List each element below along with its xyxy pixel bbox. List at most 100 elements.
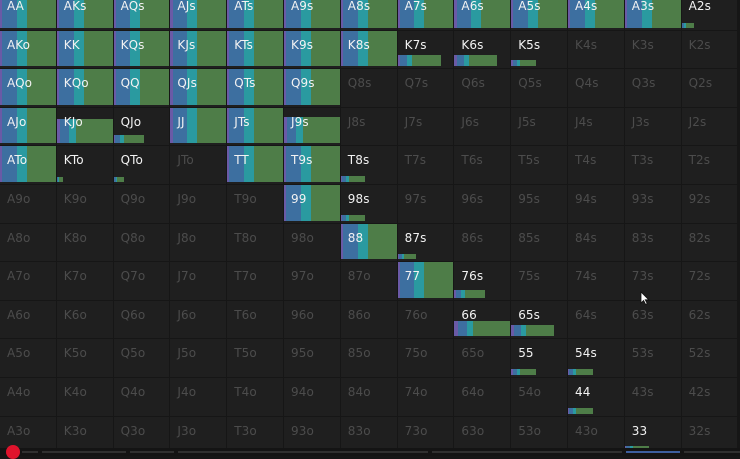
- hand-cell-K5s[interactable]: K5s: [511, 31, 568, 70]
- hand-cell-A9o[interactable]: A9o: [0, 185, 57, 224]
- hand-cell-42s[interactable]: 42s: [682, 378, 739, 417]
- scroll-slider-handle[interactable]: [6, 445, 20, 459]
- hand-cell-Q7o[interactable]: Q7o: [114, 262, 171, 301]
- hand-cell-KK[interactable]: KK: [57, 31, 114, 70]
- hand-cell-72s[interactable]: 72s: [682, 262, 739, 301]
- hand-cell-63s[interactable]: 63s: [625, 301, 682, 340]
- hand-cell-K6s[interactable]: K6s: [454, 31, 511, 70]
- hand-cell-AQo[interactable]: AQo: [0, 69, 57, 108]
- hand-cell-T8o[interactable]: T8o: [227, 224, 284, 263]
- hand-cell-K5o[interactable]: K5o: [57, 339, 114, 378]
- hand-cell-95o[interactable]: 95o: [284, 339, 341, 378]
- hand-cell-T6s[interactable]: T6s: [454, 146, 511, 185]
- hand-cell-T9s[interactable]: T9s: [284, 146, 341, 185]
- hand-cell-K8s[interactable]: K8s: [341, 31, 398, 70]
- hand-cell-A3s[interactable]: A3s: [625, 0, 682, 31]
- hand-cell-T6o[interactable]: T6o: [227, 301, 284, 340]
- hand-cell-86s[interactable]: 86s: [454, 224, 511, 263]
- hand-cell-74o[interactable]: 74o: [398, 378, 455, 417]
- hand-cell-94s[interactable]: 94s: [568, 185, 625, 224]
- hand-cell-ATo[interactable]: ATo: [0, 146, 57, 185]
- hand-cell-J8s[interactable]: J8s: [341, 108, 398, 147]
- hand-cell-65o[interactable]: 65o: [454, 339, 511, 378]
- hand-cell-55[interactable]: 55: [511, 339, 568, 378]
- hand-cell-Q9s[interactable]: Q9s: [284, 69, 341, 108]
- hand-cell-86o[interactable]: 86o: [341, 301, 398, 340]
- hand-cell-A4o[interactable]: A4o: [0, 378, 57, 417]
- hand-cell-AA[interactable]: AA: [0, 0, 57, 31]
- hand-cell-73s[interactable]: 73s: [625, 262, 682, 301]
- hand-cell-JTo[interactable]: JTo: [170, 146, 227, 185]
- hand-cell-KJo[interactable]: KJo: [57, 108, 114, 147]
- hand-cell-Q6s[interactable]: Q6s: [454, 69, 511, 108]
- hand-cell-A9s[interactable]: A9s: [284, 0, 341, 31]
- hand-cell-KTo[interactable]: KTo: [57, 146, 114, 185]
- hand-cell-KQo[interactable]: KQo: [57, 69, 114, 108]
- hand-cell-Q4s[interactable]: Q4s: [568, 69, 625, 108]
- hand-cell-T5s[interactable]: T5s: [511, 146, 568, 185]
- hand-cell-K7s[interactable]: K7s: [398, 31, 455, 70]
- hand-cell-T7o[interactable]: T7o: [227, 262, 284, 301]
- hand-cell-74s[interactable]: 74s: [568, 262, 625, 301]
- hand-cell-52s[interactable]: 52s: [682, 339, 739, 378]
- hand-cell-62s[interactable]: 62s: [682, 301, 739, 340]
- hand-cell-44[interactable]: 44: [568, 378, 625, 417]
- hand-cell-82s[interactable]: 82s: [682, 224, 739, 263]
- hand-cell-J4o[interactable]: J4o: [170, 378, 227, 417]
- hand-cell-66[interactable]: 66: [454, 301, 511, 340]
- hand-cell-K2s[interactable]: K2s: [682, 31, 739, 70]
- hand-cell-Q5s[interactable]: Q5s: [511, 69, 568, 108]
- hand-cell-95s[interactable]: 95s: [511, 185, 568, 224]
- hand-cell-64o[interactable]: 64o: [454, 378, 511, 417]
- hand-cell-J7o[interactable]: J7o: [170, 262, 227, 301]
- hand-cell-ATs[interactable]: ATs: [227, 0, 284, 31]
- hand-cell-AKo[interactable]: AKo: [0, 31, 57, 70]
- hand-cell-Q7s[interactable]: Q7s: [398, 69, 455, 108]
- hand-cell-J8o[interactable]: J8o: [170, 224, 227, 263]
- hand-cell-85o[interactable]: 85o: [341, 339, 398, 378]
- hand-cell-QTo[interactable]: QTo: [114, 146, 171, 185]
- hand-cell-J9o[interactable]: J9o: [170, 185, 227, 224]
- hand-cell-97s[interactable]: 97s: [398, 185, 455, 224]
- hand-cell-A8s[interactable]: A8s: [341, 0, 398, 31]
- hand-cell-QQ[interactable]: QQ: [114, 69, 171, 108]
- hand-cell-QJs[interactable]: QJs: [170, 69, 227, 108]
- hand-cell-A4s[interactable]: A4s: [568, 0, 625, 31]
- hand-cell-53s[interactable]: 53s: [625, 339, 682, 378]
- hand-cell-A5s[interactable]: A5s: [511, 0, 568, 31]
- hand-cell-TT[interactable]: TT: [227, 146, 284, 185]
- hand-cell-Q4o[interactable]: Q4o: [114, 378, 171, 417]
- hand-cell-J2s[interactable]: J2s: [682, 108, 739, 147]
- hand-cell-K9s[interactable]: K9s: [284, 31, 341, 70]
- hand-cell-K6o[interactable]: K6o: [57, 301, 114, 340]
- hand-cell-KTs[interactable]: KTs: [227, 31, 284, 70]
- hand-cell-K8o[interactable]: K8o: [57, 224, 114, 263]
- hand-cell-54s[interactable]: 54s: [568, 339, 625, 378]
- hand-cell-T8s[interactable]: T8s: [341, 146, 398, 185]
- hand-cell-A8o[interactable]: A8o: [0, 224, 57, 263]
- hand-cell-96o[interactable]: 96o: [284, 301, 341, 340]
- hand-cell-J4s[interactable]: J4s: [568, 108, 625, 147]
- hand-cell-J5s[interactable]: J5s: [511, 108, 568, 147]
- hand-cell-83s[interactable]: 83s: [625, 224, 682, 263]
- hand-cell-J7s[interactable]: J7s: [398, 108, 455, 147]
- hand-cell-54o[interactable]: 54o: [511, 378, 568, 417]
- hand-cell-Q3s[interactable]: Q3s: [625, 69, 682, 108]
- hand-cell-84o[interactable]: 84o: [341, 378, 398, 417]
- hand-cell-75o[interactable]: 75o: [398, 339, 455, 378]
- hand-cell-97o[interactable]: 97o: [284, 262, 341, 301]
- hand-cell-Q6o[interactable]: Q6o: [114, 301, 171, 340]
- hand-cell-J3s[interactable]: J3s: [625, 108, 682, 147]
- hand-cell-AKs[interactable]: AKs: [57, 0, 114, 31]
- range-scrollbar[interactable]: [0, 448, 740, 456]
- hand-cell-88[interactable]: 88: [341, 224, 398, 263]
- hand-cell-KQs[interactable]: KQs: [114, 31, 171, 70]
- hand-cell-AJs[interactable]: AJs: [170, 0, 227, 31]
- hand-cell-76s[interactable]: 76s: [454, 262, 511, 301]
- hand-cell-92s[interactable]: 92s: [682, 185, 739, 224]
- hand-cell-AQs[interactable]: AQs: [114, 0, 171, 31]
- hand-cell-J5o[interactable]: J5o: [170, 339, 227, 378]
- hand-cell-T9o[interactable]: T9o: [227, 185, 284, 224]
- hand-cell-K4o[interactable]: K4o: [57, 378, 114, 417]
- hand-cell-98s[interactable]: 98s: [341, 185, 398, 224]
